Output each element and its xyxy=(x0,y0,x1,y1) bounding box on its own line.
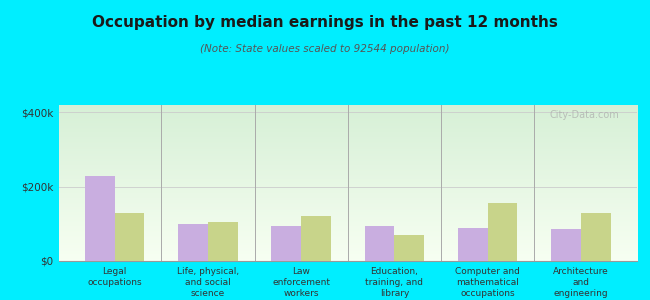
Bar xyxy=(488,203,517,261)
Text: City-Data.com: City-Data.com xyxy=(550,110,619,120)
Bar xyxy=(551,230,581,261)
Bar xyxy=(458,228,488,261)
Bar xyxy=(301,216,331,261)
Text: (Note: State values scaled to 92544 population): (Note: State values scaled to 92544 popu… xyxy=(200,44,450,53)
Bar xyxy=(114,213,144,261)
Bar xyxy=(208,222,238,261)
Text: Occupation by median earnings in the past 12 months: Occupation by median earnings in the pas… xyxy=(92,15,558,30)
Bar xyxy=(365,226,395,261)
Bar xyxy=(178,224,208,261)
Bar xyxy=(395,235,424,261)
Bar xyxy=(271,226,301,261)
Bar xyxy=(581,213,611,261)
Bar xyxy=(84,176,114,261)
